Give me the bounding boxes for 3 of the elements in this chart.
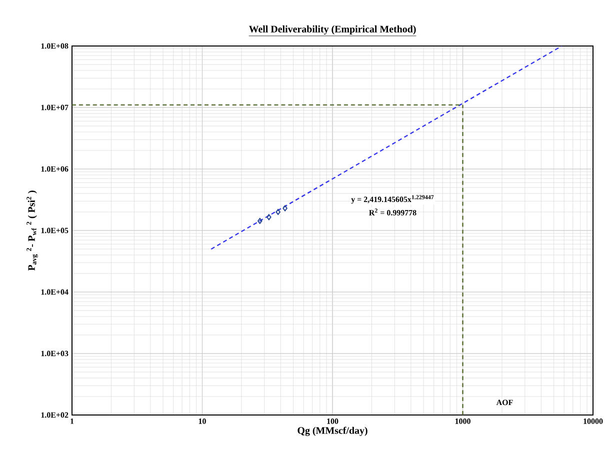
chart-title: Well Deliverability (Empirical Method)	[248, 25, 416, 35]
x-axis-title: Qg (MMscf/day)	[298, 426, 368, 436]
text: P$_{avg}$ $^{2}$- P$_{wf}$ $^{2}$ ( Psi$^{2}$ )	[26, 190, 38, 271]
